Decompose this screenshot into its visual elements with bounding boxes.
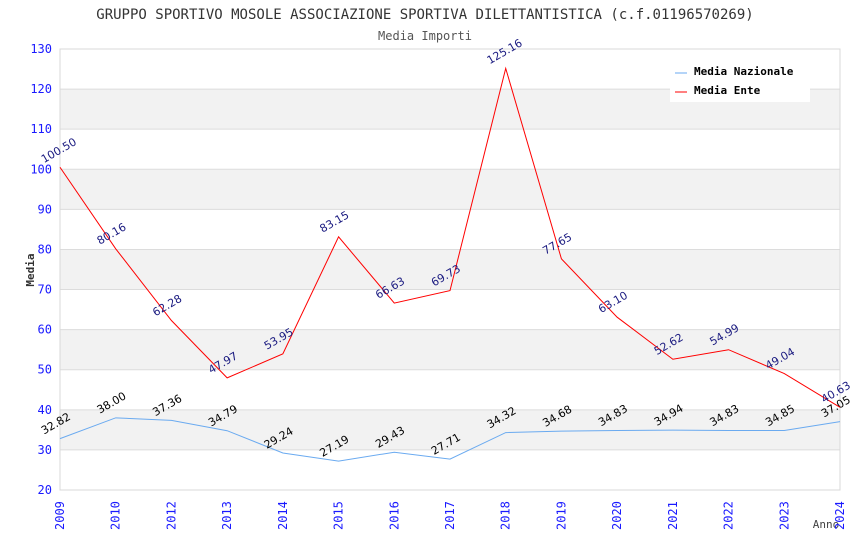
x-tick-label: 2016 — [387, 501, 401, 530]
x-tick-label: 2018 — [499, 501, 513, 530]
grid-band — [60, 409, 840, 450]
y-tick-label: 40 — [38, 403, 52, 417]
grid-band — [60, 169, 840, 210]
y-tick-label: 120 — [30, 82, 52, 96]
series-line-ente — [59, 66, 841, 408]
x-tick-label: 2017 — [443, 501, 457, 530]
legend: Media Nazionale Media Ente — [670, 60, 810, 102]
legend-label-ente: Media Ente — [694, 84, 761, 97]
y-tick-label: 110 — [30, 122, 52, 136]
plot-frame — [59, 48, 841, 491]
y-tick-label: 130 — [30, 42, 52, 56]
y-tick-label: 100 — [30, 162, 52, 176]
y-tick-label: 30 — [38, 443, 52, 457]
x-tick-label: 2014 — [276, 501, 290, 530]
x-tick-label: 2022 — [722, 501, 736, 530]
x-tick-label: 2013 — [220, 501, 234, 530]
grid-band — [60, 329, 840, 370]
x-tick-label: 2009 — [53, 501, 67, 530]
x-tick-label: 2023 — [777, 501, 791, 530]
x-tick-label: 2019 — [554, 501, 568, 530]
y-tick-label: 20 — [38, 483, 52, 497]
x-tick-label: 2015 — [332, 501, 346, 530]
data-label: 125.16 — [485, 36, 525, 67]
y-tick-label: 50 — [38, 363, 52, 377]
y-tick-label: 80 — [38, 242, 52, 256]
x-tick-label: 2010 — [109, 501, 123, 530]
legend-label-nazionale: Media Nazionale — [694, 65, 794, 78]
data-label: 83.15 — [318, 208, 352, 235]
y-tick-label: 60 — [38, 323, 52, 337]
x-tick-label: 2012 — [164, 501, 178, 530]
x-tick-label: 2020 — [610, 501, 624, 530]
x-tick-label: 2021 — [666, 501, 680, 530]
chart-title: GRUPPO SPORTIVO MOSOLE ASSOCIAZIONE SPOR… — [96, 7, 753, 23]
chart-subtitle: Media Importi — [378, 29, 472, 43]
series-line-nazionale — [59, 417, 841, 462]
x-tick-label: 2024 — [833, 501, 847, 530]
data-label: 63.10 — [596, 289, 630, 316]
y-tick-label: 90 — [38, 202, 52, 216]
data-label: 100.50 — [39, 135, 79, 166]
x-axis-label: Anno — [813, 518, 840, 531]
y-axis-label: Media — [24, 253, 37, 286]
grid-band — [60, 249, 840, 290]
y-tick-label: 70 — [38, 283, 52, 297]
